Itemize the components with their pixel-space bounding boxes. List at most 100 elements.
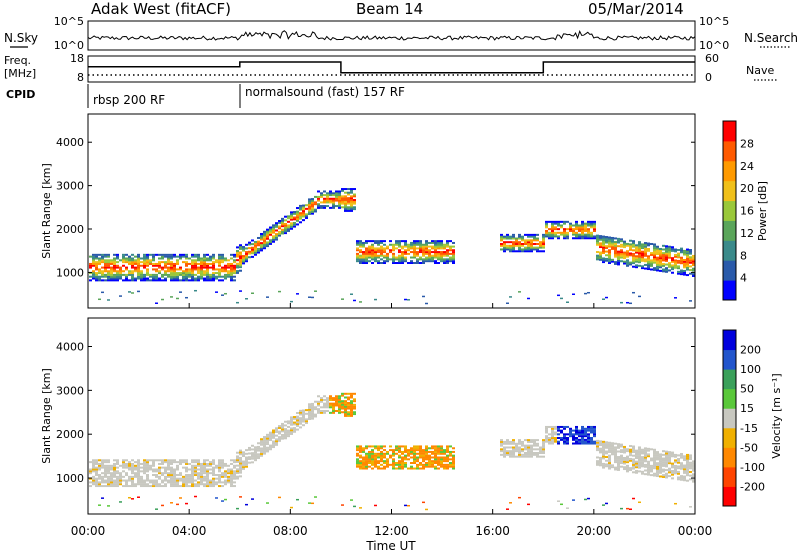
velocity-cell	[230, 462, 233, 465]
velocity-cell	[188, 474, 191, 477]
power-cell	[440, 254, 443, 257]
power-cell	[293, 221, 296, 224]
velocity-cell	[542, 442, 545, 445]
velocity-cell	[122, 461, 125, 464]
velocity-cell	[116, 481, 119, 484]
velocity-cell	[584, 438, 587, 441]
power-cell	[413, 256, 416, 259]
velocity-cell	[371, 449, 374, 452]
velocity-cell	[308, 410, 311, 413]
power-cell	[413, 243, 416, 246]
velocity-cell	[368, 456, 371, 459]
power-cell	[638, 261, 641, 264]
power-cell	[389, 251, 392, 254]
velocity-cell	[542, 446, 545, 449]
power-cell	[440, 245, 443, 248]
velocity-cell	[404, 456, 407, 459]
velocity-cell	[545, 438, 548, 441]
velocity-cell	[638, 453, 641, 456]
power-cell	[581, 224, 584, 227]
velocity-cell	[119, 501, 122, 503]
power-cell	[224, 277, 227, 280]
power-cell	[647, 266, 650, 269]
velocity-cell	[281, 437, 284, 440]
velocity-cell	[692, 464, 695, 467]
velocity-cell	[377, 452, 380, 455]
power-cell	[113, 275, 116, 278]
power-cell	[590, 237, 593, 240]
power-cell	[95, 273, 98, 276]
power-cell	[602, 241, 605, 244]
power-cell	[377, 247, 380, 250]
velocity-cell	[161, 485, 164, 488]
velocity-cell	[176, 468, 179, 471]
power-cell	[155, 279, 158, 282]
velocity-cell	[551, 440, 554, 443]
velocity-cell	[689, 474, 692, 477]
velocity-cell	[290, 506, 293, 509]
velocity-cell	[551, 435, 554, 438]
power-cell	[173, 270, 176, 273]
velocity-cell	[320, 398, 323, 401]
velocity-cell	[299, 419, 302, 422]
power-cell	[98, 272, 101, 275]
power-cell	[434, 252, 437, 255]
power-cell	[587, 228, 590, 231]
power-cell	[116, 270, 119, 273]
velocity-cell	[377, 454, 380, 457]
velocity-cell	[413, 445, 416, 448]
velocity-cell	[92, 466, 95, 469]
velocity-cell	[407, 458, 410, 461]
power-cell	[551, 224, 554, 227]
power-cell	[254, 253, 257, 256]
velocity-cell	[158, 472, 161, 475]
power-cell	[626, 250, 629, 253]
velocity-cell	[449, 461, 452, 464]
noise-right-tick-top: 10^5	[699, 15, 729, 28]
power-cell	[251, 243, 254, 246]
power-cell	[236, 271, 239, 274]
velocity-cell	[332, 402, 335, 405]
velocity-cell	[275, 434, 278, 437]
power-cell	[194, 262, 197, 265]
power-cell	[266, 234, 269, 237]
power-cell	[299, 206, 302, 209]
power-cell	[593, 235, 596, 238]
velocity-cell	[566, 507, 569, 509]
velocity-cell	[446, 460, 449, 463]
velocity-cell	[629, 454, 632, 457]
power-cell	[401, 256, 404, 259]
power-cell	[221, 253, 224, 256]
power-cell	[578, 233, 581, 236]
power-cell	[260, 232, 263, 235]
velocity-cell	[209, 481, 212, 484]
velocity-cell	[143, 468, 146, 471]
velocity-cell	[131, 462, 134, 465]
power-cell	[692, 262, 695, 265]
velocity-cell	[254, 459, 257, 462]
power-cell	[110, 261, 113, 264]
velocity-cell	[560, 431, 563, 434]
power-cell	[263, 243, 266, 246]
velocity-cell	[560, 438, 563, 441]
velocity-cell	[575, 429, 578, 432]
velocity-cell	[239, 460, 242, 463]
power-cell	[221, 294, 224, 296]
velocity-cell	[368, 450, 371, 453]
power-cell	[650, 268, 653, 271]
power-cell	[449, 256, 452, 259]
velocity-cell	[359, 447, 362, 450]
velocity-cell	[278, 425, 281, 428]
power-cell	[89, 262, 92, 265]
velocity-cell	[647, 462, 650, 465]
velocity-cell	[371, 461, 374, 464]
velocity-cell	[194, 468, 197, 471]
velocity-cell	[137, 496, 140, 498]
power-cell	[356, 249, 359, 252]
power-cell	[662, 270, 665, 273]
power-cell	[518, 244, 521, 247]
velocity-cell	[317, 400, 320, 403]
velocity-cell	[110, 464, 113, 467]
power-cell	[665, 250, 668, 253]
